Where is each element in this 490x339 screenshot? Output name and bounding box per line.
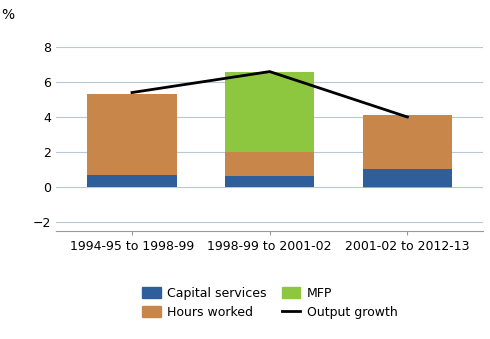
Bar — [87, 94, 177, 175]
Bar — [225, 152, 315, 176]
Bar — [225, 176, 315, 187]
Bar — [363, 115, 452, 170]
Bar — [225, 72, 315, 152]
Text: %: % — [1, 8, 14, 22]
Bar — [87, 175, 177, 187]
Bar — [363, 170, 452, 187]
Bar — [363, 187, 452, 188]
Legend: Capital services, Hours worked, MFP, Output growth: Capital services, Hours worked, MFP, Out… — [137, 282, 402, 324]
